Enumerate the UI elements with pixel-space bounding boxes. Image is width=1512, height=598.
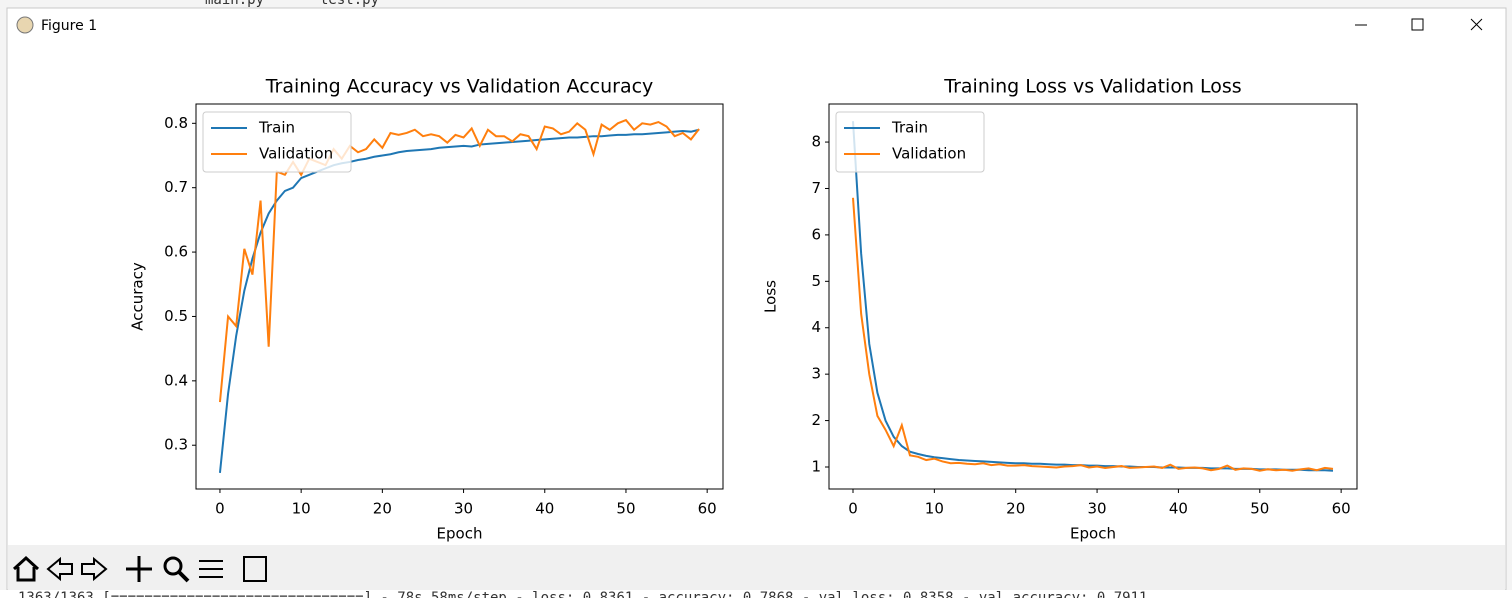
x-tick-label: 30 (454, 500, 473, 518)
y-tick-label: 4 (811, 318, 821, 336)
series-line (218, 118, 700, 403)
x-tick-label: 50 (616, 500, 635, 518)
series-line (218, 128, 700, 474)
app-icon (16, 16, 34, 34)
title-bar (8, 9, 1505, 44)
x-tick-label: 60 (1332, 500, 1351, 518)
x-tick-label: 50 (1250, 500, 1269, 518)
y-tick-label: 7 (811, 179, 821, 197)
tab[interactable]: test.py (320, 0, 379, 8)
legend-label: Train (258, 119, 295, 137)
x-tick-label: 10 (925, 500, 944, 518)
console (0, 590, 1512, 598)
x-tick-label: 40 (535, 500, 554, 518)
y-tick-label: 8 (811, 133, 821, 151)
x-axis-label: Epoch (1070, 525, 1116, 543)
y-tick-label: 1 (811, 457, 821, 475)
y-axis-label: Loss (762, 280, 780, 313)
y-tick-label: 0.3 (164, 436, 188, 454)
series-line (852, 197, 1334, 472)
toolbar (8, 545, 1505, 590)
zoom-handle (177, 570, 190, 583)
x-tick-label: 60 (698, 500, 717, 518)
toolbar-icons[interactable] (12, 555, 267, 583)
save-button[interactable] (243, 556, 267, 582)
legend-label: Validation (259, 145, 333, 163)
y-tick-label: 0.5 (164, 307, 188, 325)
window-title: Figure 1 (41, 18, 97, 34)
legend-label: Validation (892, 145, 966, 163)
console-line: 1363/1363 [=============================… (18, 590, 1147, 598)
maximize-button[interactable] (1411, 18, 1424, 31)
x-tick-label: 10 (292, 500, 311, 518)
x-tick-label: 0 (848, 500, 858, 518)
x-tick-label: 20 (1006, 500, 1025, 518)
y-tick-label: 2 (811, 411, 821, 429)
chart-title: Training Loss vs Validation Loss (943, 76, 1241, 98)
plot-area (852, 121, 1334, 472)
y-tick-label: 3 (811, 365, 821, 383)
y-axis-label: Accuracy (129, 262, 147, 331)
y-tick-label: 0.8 (164, 114, 188, 132)
x-tick-label: 20 (373, 500, 392, 518)
axes-frame (828, 103, 1358, 490)
close-button[interactable] (1470, 18, 1483, 31)
configure-button[interactable] (199, 560, 223, 578)
tab[interactable]: main.py (205, 0, 264, 8)
y-tick-label: 5 (811, 272, 821, 290)
x-tick-label: 30 (1088, 500, 1107, 518)
y-tick-label: 0.4 (164, 371, 188, 389)
chart-title: Training Accuracy vs Validation Accuracy (265, 76, 654, 98)
y-tick-label: 6 (811, 225, 821, 243)
plot-area (218, 118, 700, 474)
zoom-button[interactable] (163, 556, 183, 576)
pan-button[interactable] (126, 556, 152, 582)
y-tick-label: 0.7 (164, 178, 188, 196)
x-axis-label: Epoch (437, 525, 483, 543)
y-tick-label: 0.6 (164, 243, 188, 261)
forward-button[interactable] (81, 556, 108, 582)
back-button[interactable] (46, 556, 73, 582)
axes-frame (195, 103, 724, 490)
home-button[interactable] (12, 555, 40, 582)
legend-label: Train (891, 119, 928, 137)
x-tick-label: 0 (215, 500, 225, 518)
x-tick-label: 40 (1169, 500, 1188, 518)
